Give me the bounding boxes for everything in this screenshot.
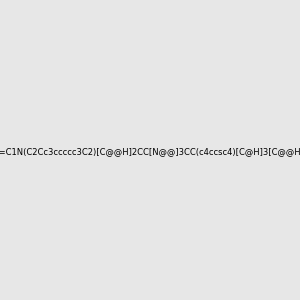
- Text: O=C1N(C2Cc3ccccc3C2)[C@@H]2CC[N@@]3CC(c4ccsc4)[C@H]3[C@@H]12: O=C1N(C2Cc3ccccc3C2)[C@@H]2CC[N@@]3CC(c4…: [0, 147, 300, 156]
